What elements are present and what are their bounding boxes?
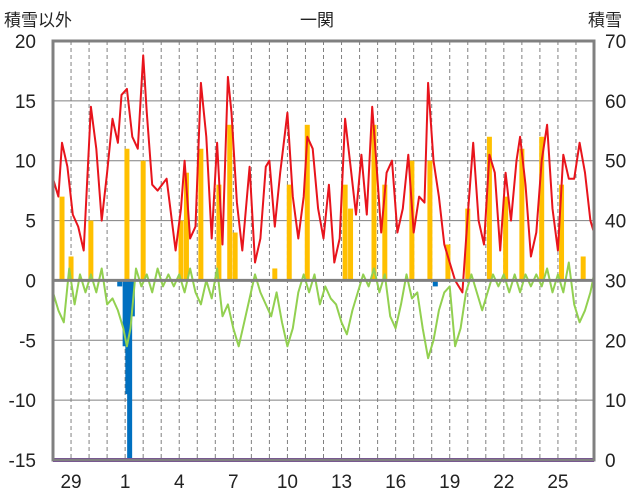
bar-mark [117, 280, 123, 287]
y-right-tick-label: 10 [605, 391, 626, 412]
bar-mark [183, 172, 189, 281]
y-right-tick-label: 30 [605, 271, 626, 292]
bar-mark [216, 184, 222, 281]
bar-mark [140, 160, 146, 281]
bar-mark [68, 256, 74, 281]
y-right-tick-label: 60 [605, 92, 626, 113]
bar-mark [272, 268, 278, 281]
x-tick-label: 4 [174, 472, 185, 493]
x-tick-label: 10 [277, 472, 298, 493]
y-left-tick-label: 15 [15, 92, 36, 113]
bar-mark [232, 232, 238, 281]
bar-mark [342, 184, 348, 281]
bar-mark [580, 256, 586, 281]
y-left-tick-label: 10 [15, 152, 36, 173]
chart-title: 一関 [300, 11, 334, 30]
bar-mark [286, 184, 292, 281]
bar-mark [122, 280, 128, 347]
bar-mark [382, 184, 388, 281]
y-left-tick-label: -10 [9, 391, 36, 412]
y-left-tick-label: -5 [19, 331, 36, 352]
bar-mark [178, 220, 184, 281]
bar-mark [486, 136, 492, 281]
x-tick-label: 29 [60, 472, 81, 493]
bar-mark [539, 136, 545, 281]
y-right-tick-label: 40 [605, 212, 626, 233]
series-line-3 [52, 261, 595, 360]
bar-mark [445, 244, 451, 281]
bar-mark [124, 148, 130, 281]
y-left-tick-label: 5 [25, 212, 36, 233]
y-left-tick-label: -15 [9, 451, 36, 472]
right-axis-title: 積雪 [588, 11, 622, 30]
x-tick-label: 19 [439, 472, 460, 493]
bar-mark [88, 220, 94, 281]
series-line-0 [52, 54, 595, 294]
bar-mark [304, 124, 310, 281]
bar-mark [465, 208, 471, 281]
y-right-tick-label: 0 [605, 451, 616, 472]
gridlines [53, 40, 594, 461]
y-right-tick-label: 20 [605, 331, 626, 352]
bar-mark [432, 280, 438, 287]
bar-mark [503, 196, 509, 281]
bar-mark [227, 124, 233, 281]
x-tick-label: 13 [331, 472, 352, 493]
bar-mark [371, 124, 377, 281]
x-tick-label: 16 [385, 472, 406, 493]
bar-mark [127, 280, 133, 460]
y-left-tick-label: 0 [25, 271, 36, 292]
plot-frame [51, 39, 596, 462]
tick-labels: -15 -10 -5 0 5 10 15 20 0 10 20 30 40 50 60 70 29 1 4 7 10 13… [9, 32, 627, 493]
bar-mark [519, 148, 525, 281]
x-tick-label: 7 [228, 472, 239, 493]
x-tick-label: 1 [120, 472, 131, 493]
bar-mark [427, 160, 433, 281]
bar-mark [348, 208, 354, 281]
bar-mark [198, 148, 204, 281]
bar-mark [59, 196, 65, 281]
y-left-tick-label: 20 [15, 32, 36, 53]
x-tick-label: 22 [493, 472, 514, 493]
y-right-tick-label: 70 [605, 32, 626, 53]
x-tick-label: 25 [547, 472, 568, 493]
bar-mark [559, 184, 565, 281]
y-right-tick-label: 50 [605, 152, 626, 173]
bar-mark [409, 160, 415, 281]
left-axis-title: 積雪以外 [4, 11, 72, 30]
